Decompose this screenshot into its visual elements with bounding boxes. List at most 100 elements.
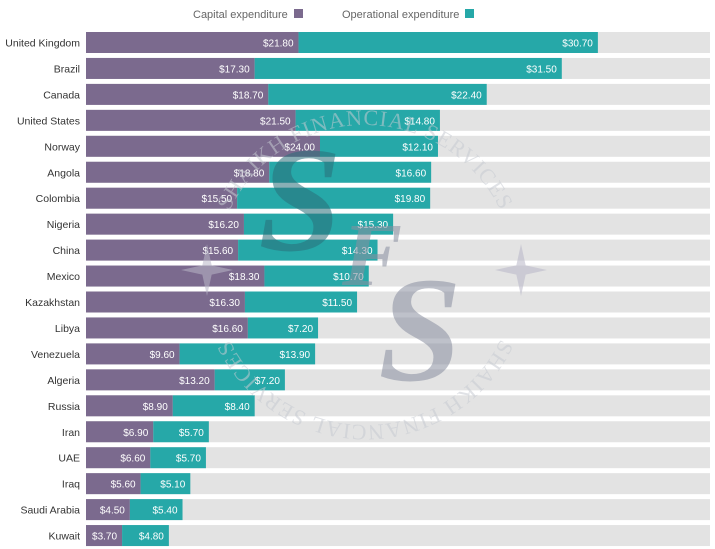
bar-background-iran — [86, 421, 710, 443]
value-label-operational-mexico: $10.70 — [333, 272, 364, 283]
category-label-nigeria: Nigeria — [47, 219, 80, 231]
value-label-capital-norway: $24.00 — [284, 142, 315, 153]
bar-capital-russia — [86, 395, 173, 417]
bar-capital-uae — [86, 447, 151, 469]
legend-operational-label: Operational expenditure — [342, 9, 459, 21]
value-label-capital-kazakhstan: $16.30 — [209, 298, 240, 309]
value-label-capital-kuwait: $3.70 — [92, 532, 117, 543]
bar-operational-united-kingdom — [298, 32, 598, 53]
legend-operational-swatch — [465, 9, 474, 18]
value-label-operational-kuwait: $4.80 — [139, 532, 164, 543]
category-label-algeria: Algeria — [47, 375, 80, 387]
bar-operational-algeria — [214, 369, 285, 391]
value-label-operational-brazil: $31.50 — [526, 64, 557, 75]
value-label-operational-canada: $22.40 — [451, 90, 482, 101]
value-label-capital-brazil: $17.30 — [219, 64, 250, 75]
bar-capital-united-kingdom — [86, 32, 299, 53]
bar-operational-canada — [268, 83, 487, 105]
value-label-capital-russia: $8.90 — [143, 402, 168, 413]
bar-capital-china — [86, 239, 239, 261]
category-label-iraq: Iraq — [62, 479, 80, 491]
value-label-capital-uae: $6.60 — [120, 454, 145, 465]
bar-capital-saudi-arabia — [86, 499, 130, 521]
category-label-russia: Russia — [48, 401, 80, 413]
category-label-colombia: Colombia — [36, 193, 81, 205]
bar-operational-kuwait — [122, 525, 169, 547]
category-label-angola: Angola — [47, 167, 80, 179]
category-label-united-states: United States — [17, 115, 80, 127]
value-label-operational-libya: $7.20 — [288, 324, 313, 335]
value-label-operational-iraq: $5.10 — [160, 480, 185, 491]
bar-operational-colombia — [237, 187, 431, 209]
bar-capital-norway — [86, 135, 320, 157]
bar-operational-kazakhstan — [244, 291, 358, 313]
value-label-operational-uae: $5.70 — [176, 454, 201, 465]
value-label-operational-saudi-arabia: $5.40 — [152, 506, 177, 517]
bars-area: United Kingdom $21.80 $30.70 Brazil $17.30 $3… — [5, 32, 710, 547]
bar-operational-brazil — [254, 57, 562, 79]
bar-background-kuwait — [86, 525, 710, 547]
watermark-star-right-icon — [495, 244, 547, 296]
category-label-mexico: Mexico — [47, 271, 80, 283]
value-label-capital-united-kingdom: $21.80 — [263, 39, 294, 50]
bar-operational-china — [238, 239, 378, 261]
bar-capital-venezuela — [86, 343, 180, 365]
value-label-capital-canada: $18.70 — [233, 90, 264, 101]
value-label-capital-iraq: $5.60 — [111, 480, 136, 491]
value-label-capital-china: $15.60 — [203, 246, 234, 257]
value-label-capital-libya: $16.60 — [212, 324, 243, 335]
bar-operational-angola — [269, 161, 432, 183]
watermark-star-left-icon — [181, 244, 233, 296]
bar-background-saudi-arabia — [86, 499, 710, 521]
category-label-venezuela: Venezuela — [31, 349, 80, 361]
category-label-brazil: Brazil — [54, 63, 80, 75]
value-label-capital-angola: $18.80 — [234, 168, 265, 179]
category-label-china: China — [53, 245, 81, 257]
bar-capital-nigeria — [86, 213, 244, 235]
bar-operational-libya — [247, 317, 319, 339]
bar-capital-canada — [86, 83, 269, 105]
value-label-operational-venezuela: $13.90 — [280, 350, 311, 361]
bar-operational-united-states — [295, 109, 440, 131]
bar-background-iraq — [86, 473, 710, 495]
watermark-monogram-s2: S — [378, 247, 461, 413]
category-label-iran: Iran — [62, 427, 80, 439]
value-label-capital-venezuela: $9.60 — [150, 350, 175, 361]
watermark-monogram-f: F — [341, 206, 402, 305]
value-label-capital-colombia: $15.50 — [202, 194, 233, 205]
bar-capital-angola — [86, 161, 270, 183]
bar-capital-iran — [86, 421, 154, 443]
bar-capital-kazakhstan — [86, 291, 245, 313]
value-label-operational-nigeria: $15.30 — [358, 220, 389, 231]
value-label-capital-mexico: $18.30 — [229, 272, 260, 283]
category-label-libya: Libya — [55, 323, 80, 335]
value-label-operational-russia: $8.40 — [225, 402, 250, 413]
value-label-operational-united-states: $14.80 — [404, 116, 435, 127]
bar-capital-brazil — [86, 57, 255, 79]
value-label-capital-algeria: $13.20 — [179, 376, 210, 387]
bar-capital-united-states — [86, 109, 296, 131]
legend: Capital expenditure Operational expendit… — [193, 9, 474, 21]
value-label-operational-kazakhstan: $11.50 — [322, 298, 352, 309]
watermark-monogram-s1: S — [258, 117, 341, 283]
bar-operational-russia — [172, 395, 255, 417]
bar-capital-colombia — [86, 187, 238, 209]
category-label-kuwait: Kuwait — [48, 531, 80, 543]
category-label-uae: UAE — [58, 453, 80, 465]
value-label-operational-iran: $5.70 — [179, 428, 204, 439]
bar-operational-mexico — [264, 265, 369, 287]
bar-operational-iran — [153, 421, 209, 443]
category-label-norway: Norway — [44, 141, 80, 153]
bar-capital-iraq — [86, 473, 141, 495]
category-label-united-kingdom: United Kingdom — [5, 38, 80, 50]
bar-capital-libya — [86, 317, 248, 339]
bar-operational-saudi-arabia — [129, 499, 183, 521]
value-label-operational-united-kingdom: $30.70 — [562, 39, 593, 50]
value-label-operational-norway: $12.10 — [402, 142, 433, 153]
category-label-kazakhstan: Kazakhstan — [25, 297, 80, 309]
bar-background-uae — [86, 447, 710, 469]
value-label-operational-algeria: $7.20 — [255, 376, 280, 387]
bar-operational-norway — [320, 135, 438, 157]
legend-capital-swatch — [294, 9, 303, 18]
